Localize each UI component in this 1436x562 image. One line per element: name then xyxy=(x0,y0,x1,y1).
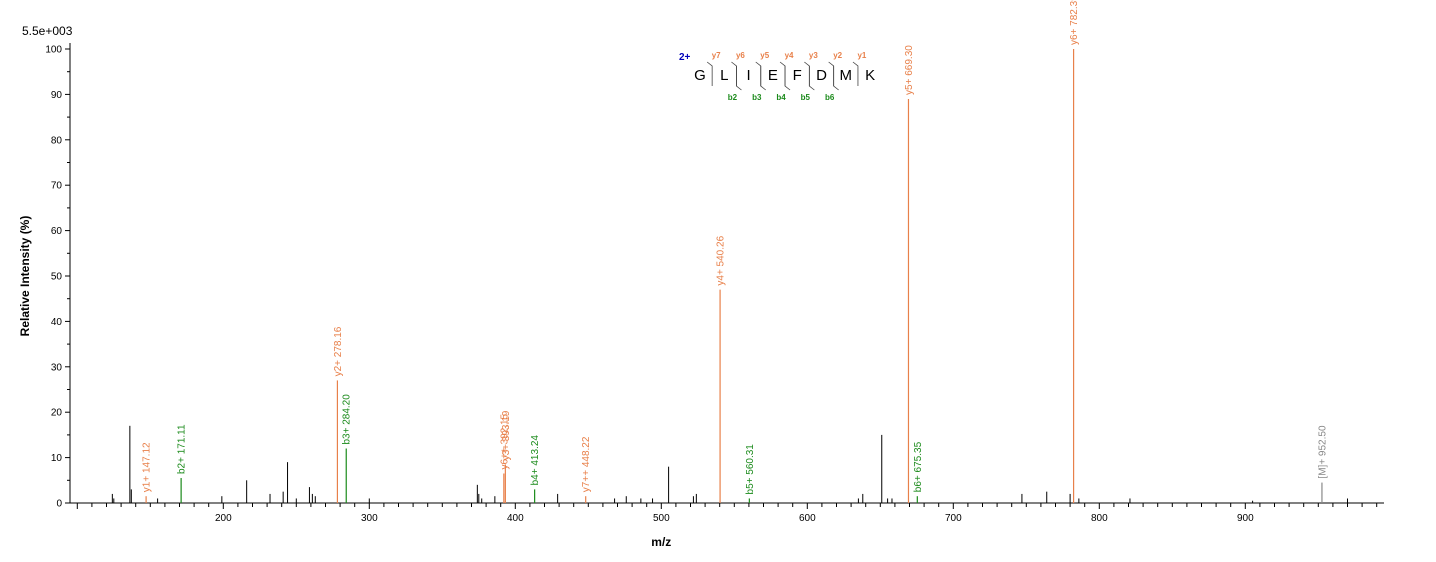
y-ion-label: y2+ 278.16 xyxy=(333,326,344,376)
y-tick-label: 10 xyxy=(51,453,63,464)
sequence-residue: G xyxy=(694,67,706,84)
y-ion-bracket xyxy=(779,61,786,86)
y-ion-label: y4+ 540.26 xyxy=(716,235,727,285)
b-ion-marker: b3 xyxy=(752,93,762,102)
precursor-ion-label: [M]+ 952.50 xyxy=(1317,425,1328,479)
y-tick-label: 60 xyxy=(51,226,63,237)
sequence-residue: K xyxy=(865,67,875,84)
y-tick-label: 70 xyxy=(51,181,63,192)
y-ion-marker: y3 xyxy=(809,51,818,60)
x-tick-label: 800 xyxy=(1091,513,1108,524)
intensity-scale-label: 5.5e+003 xyxy=(22,24,73,38)
x-tick-label: 400 xyxy=(507,513,524,524)
x-tick-label: 500 xyxy=(653,513,670,524)
y-ion-bracket xyxy=(828,61,835,86)
x-tick-label: 600 xyxy=(799,513,816,524)
y-ion-label: y6+ 782.39 xyxy=(1069,0,1080,45)
sequence-residue: M xyxy=(840,67,853,84)
y-axis-title: Relative Intensity (%) xyxy=(18,216,32,337)
y-ion-marker: y1 xyxy=(857,51,866,60)
charge-state-label: 2+ xyxy=(679,52,691,63)
b-ion-marker: b2 xyxy=(728,93,738,102)
sequence-panel: 2+G L I E F D M Ky7 y6 y5 y4 y3 y2 y1 b2 b3 b4 b5 b6 xyxy=(679,51,875,102)
y-tick-label: 50 xyxy=(51,272,63,283)
x-tick-label: 700 xyxy=(945,513,962,524)
b-ion-marker: b5 xyxy=(801,93,811,102)
sequence-residue: I xyxy=(747,67,751,84)
sequence-residue: L xyxy=(720,67,728,84)
x-axis-title: m/z xyxy=(651,535,671,549)
y-ion-marker: y5 xyxy=(760,51,769,60)
y-ion-label: y1+ 147.12 xyxy=(142,442,153,492)
y-ion-marker: y6 xyxy=(736,51,745,60)
y-tick-label: 100 xyxy=(45,45,62,56)
y-tick-label: 30 xyxy=(51,362,63,373)
axes: 0 10 20 30 40 50 60 70 80 90 100 200 300 400 500 600 700… xyxy=(45,43,1384,524)
sequence-residue: D xyxy=(816,67,827,84)
b-ion-label: b3+ 284.20 xyxy=(342,394,353,445)
y-ion-bracket xyxy=(755,61,762,86)
b-ion-bracket xyxy=(784,66,791,91)
b-ion-label: b6+ 675.35 xyxy=(913,441,924,492)
b-ion-label: b2+ 171.11 xyxy=(177,424,188,474)
y-ion-marker: y2 xyxy=(833,51,842,60)
b-ion-marker: b6 xyxy=(825,93,835,102)
y-ion-label: y7++ 448.22 xyxy=(581,436,592,492)
sequence-residue: E xyxy=(768,67,778,84)
b-ion-bracket xyxy=(808,66,815,91)
y-tick-label: 90 xyxy=(51,90,63,101)
y-ion-bracket xyxy=(804,61,810,86)
x-tick-label: 300 xyxy=(361,513,378,524)
y-ion-label: y3+ 393.19 xyxy=(501,410,512,460)
peak-labels: y1+ 147.12 b2+ 171.11 y2+ 278.16 b3+ 284.20… xyxy=(142,0,1329,494)
b-ion-marker: b4 xyxy=(776,93,786,102)
y-tick-label: 20 xyxy=(51,408,63,419)
b-ion-bracket xyxy=(760,66,766,91)
y-ion-marker: y7 xyxy=(712,51,721,60)
x-tick-label: 900 xyxy=(1237,513,1254,524)
b-ion-label: b4+ 413.24 xyxy=(530,435,541,486)
y-ion-bracket xyxy=(731,61,737,86)
y-ion-label: y5+ 669.30 xyxy=(904,45,915,95)
y-ion-marker: y4 xyxy=(785,51,794,60)
x-tick-label: 200 xyxy=(215,513,232,524)
y-ion-label: y6++ 392.15 xyxy=(499,413,510,469)
y-tick-label: 0 xyxy=(56,499,62,510)
y-ion-bracket xyxy=(706,61,713,86)
peaks xyxy=(111,49,1348,503)
b-ion-bracket xyxy=(736,66,742,91)
b-ion-label: b5+ 560.31 xyxy=(745,444,756,495)
sequence-residue: F xyxy=(793,67,802,84)
y-tick-label: 80 xyxy=(51,135,63,146)
y-ion-bracket xyxy=(852,61,859,86)
b-ion-bracket xyxy=(833,66,839,91)
y-tick-label: 40 xyxy=(51,317,63,328)
